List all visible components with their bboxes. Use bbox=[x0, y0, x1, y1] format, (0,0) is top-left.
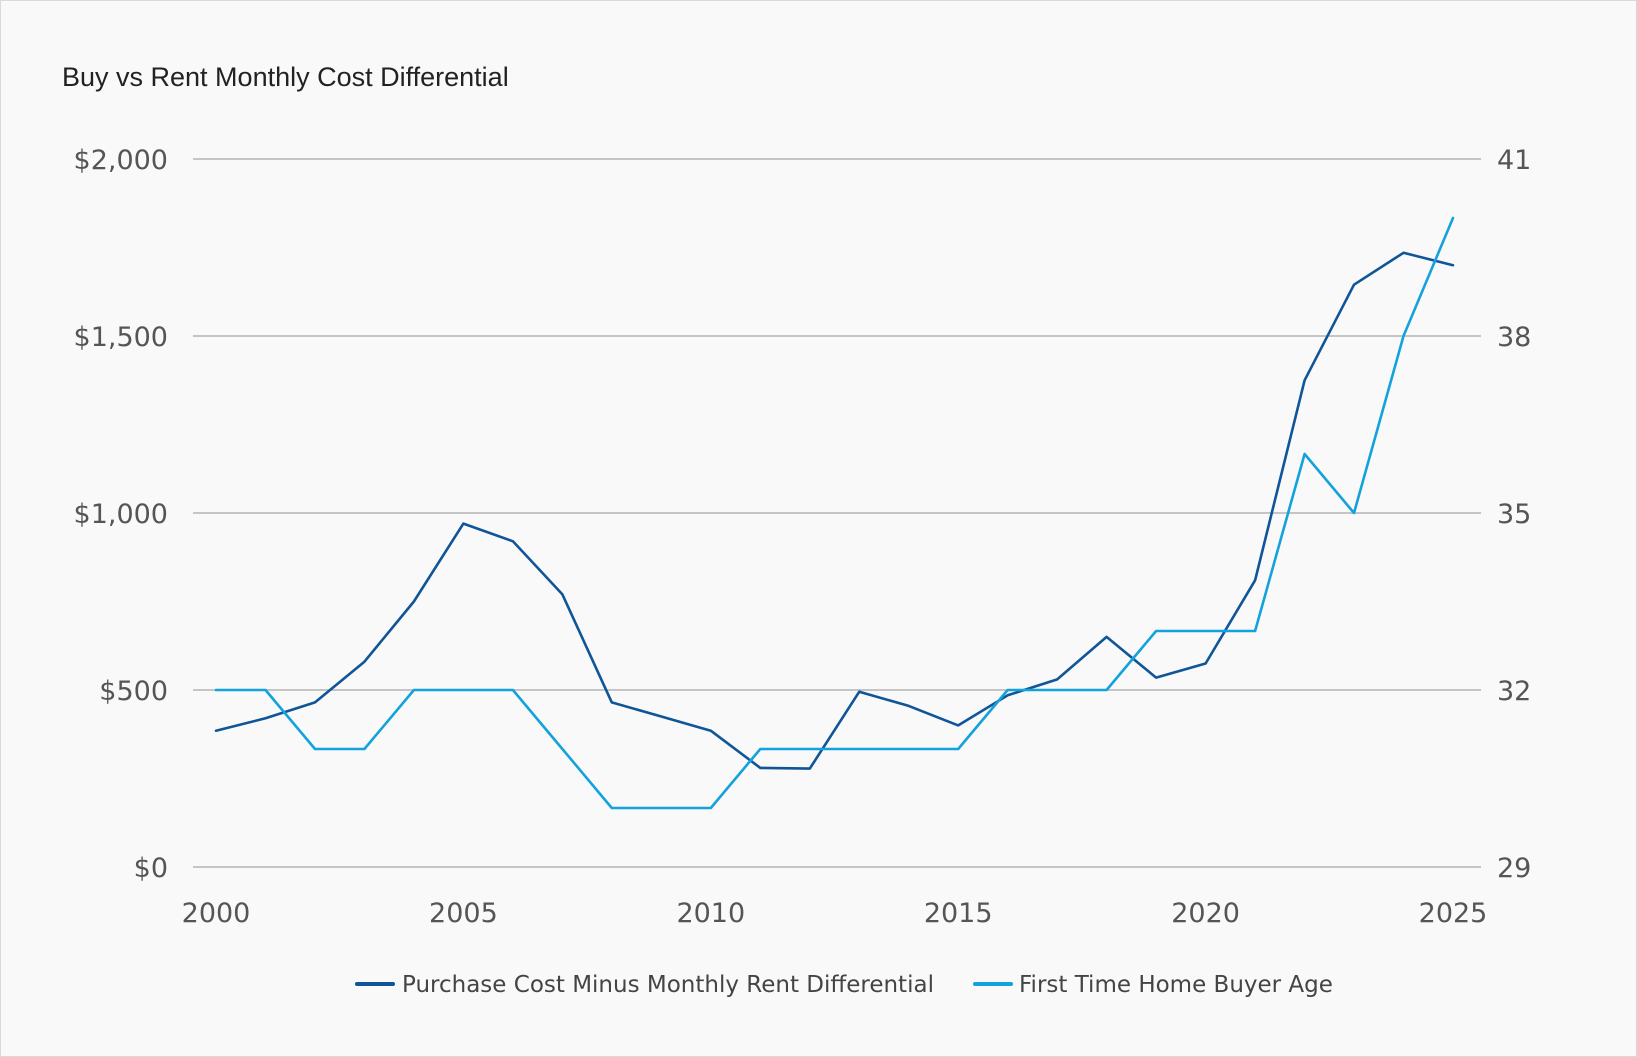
y-axis-right: 29 32 35 38 41 bbox=[1497, 145, 1531, 884]
chart-title: Buy vs Rent Monthly Cost Differential bbox=[62, 62, 509, 92]
legend-label: First Time Home Buyer Age bbox=[1019, 972, 1333, 998]
y-left-tick-label: $2,000 bbox=[74, 145, 168, 176]
y-right-tick-label: 29 bbox=[1497, 853, 1531, 884]
x-tick-label: 2000 bbox=[182, 898, 251, 929]
x-tick-label: 2015 bbox=[924, 898, 993, 929]
gridlines bbox=[193, 158, 1481, 868]
x-tick-label: 2025 bbox=[1419, 898, 1488, 929]
x-tick-label: 2005 bbox=[429, 898, 498, 929]
y-right-tick-label: 35 bbox=[1497, 499, 1531, 530]
y-left-tick-label: $500 bbox=[99, 676, 168, 707]
y-axis-left: $0 $500 $1,000 $1,500 $2,000 bbox=[74, 145, 168, 884]
series-line-2 bbox=[214, 216, 1455, 810]
y-left-tick-label: $1,500 bbox=[74, 322, 168, 353]
y-left-tick-label: $1,000 bbox=[74, 499, 168, 530]
x-tick-label: 2020 bbox=[1171, 898, 1240, 929]
y-right-tick-label: 38 bbox=[1497, 322, 1531, 353]
y-right-tick-label: 32 bbox=[1497, 676, 1531, 707]
y-right-tick-label: 41 bbox=[1497, 145, 1531, 176]
x-axis: 2000 2005 2010 2015 2020 2025 bbox=[182, 898, 1488, 929]
legend: Purchase Cost Minus Monthly Rent Differe… bbox=[355, 972, 1333, 998]
legend-label: Purchase Cost Minus Monthly Rent Differe… bbox=[402, 972, 934, 998]
x-tick-label: 2010 bbox=[676, 898, 745, 929]
y-left-tick-label: $0 bbox=[134, 853, 168, 884]
series-line-1 bbox=[214, 251, 1455, 770]
series-lines bbox=[214, 216, 1455, 810]
